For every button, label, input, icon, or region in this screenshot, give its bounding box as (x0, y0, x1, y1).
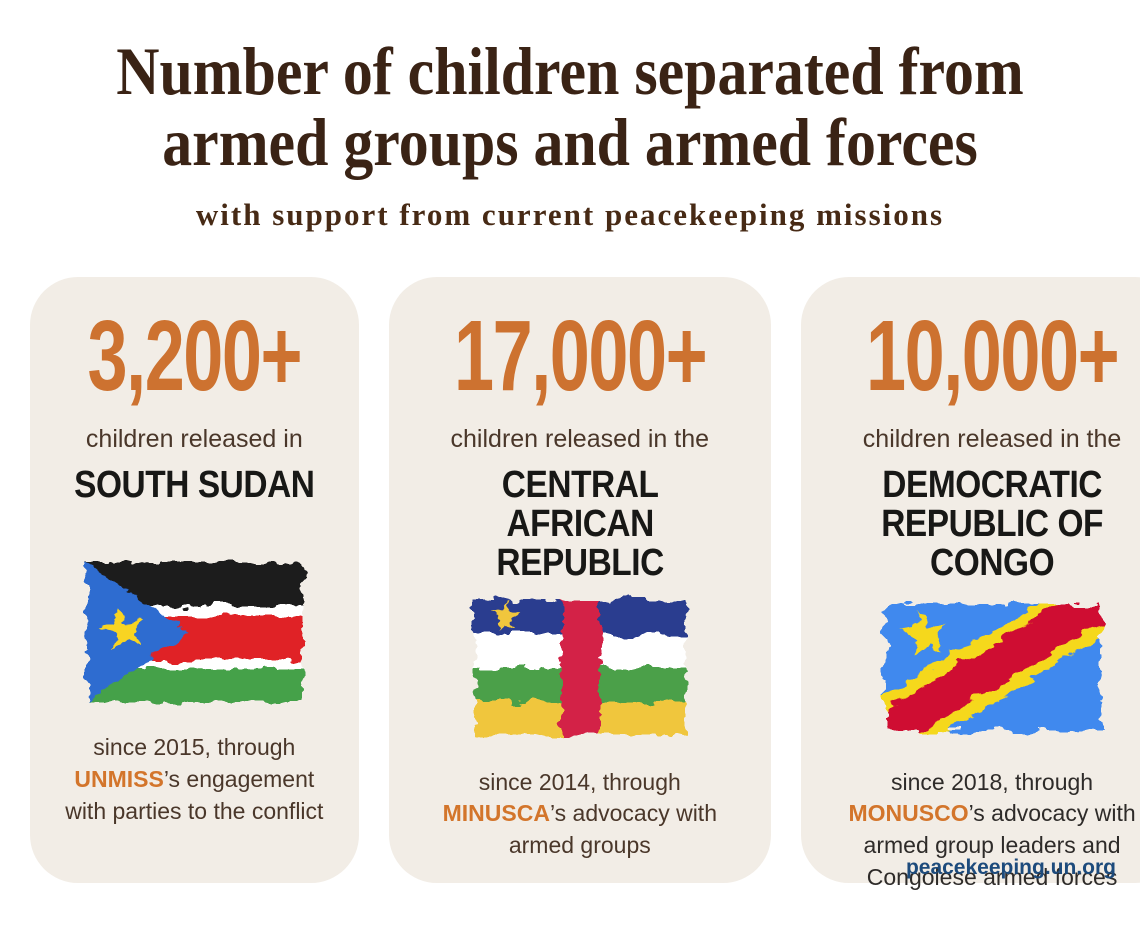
released-label: children released in the (862, 425, 1122, 454)
released-label: children released in the (450, 425, 710, 454)
detail-suffix: ’s advocacy with armed groups (508, 800, 717, 859)
mission-name: MINUSCA (442, 800, 550, 827)
mission-name: MONUSCO (848, 800, 969, 827)
south-sudan-flag (86, 563, 303, 703)
stat-number: 17,000+ (453, 300, 708, 413)
card-democratic-republic-of-congo: 10,000+ children released in the DEMOCRA… (800, 277, 1140, 890)
country-name: CENTRAL AFRICAN REPUBLIC (496, 464, 664, 584)
democratic-republic-of-congo-flag (884, 603, 1101, 731)
detail-prefix: since 2018, through (891, 768, 1094, 795)
card-south-sudan: 3,200+ children released in SOUTH SUDAN (30, 277, 359, 884)
detail-suffix: ’s advocacy with armed group leaders and… (863, 800, 1136, 890)
footer-link[interactable]: peacekeeping.un.org (905, 856, 1116, 879)
stat-number: 10,000+ (865, 300, 1120, 413)
mission-name: UNMISS (74, 766, 164, 793)
card-central-african-republic: 17,000+ children released in the CENTRAL… (388, 277, 771, 884)
flag-container (817, 587, 1140, 747)
detail-prefix: since 2015, through (93, 734, 296, 761)
card-detail: since 2018, through MONUSCO’s advocacy w… (817, 767, 1140, 894)
detail-prefix: since 2014, through (478, 768, 681, 795)
cards-row: 3,200+ children released in SOUTH SUDAN (0, 277, 1140, 890)
flag-container (46, 552, 343, 712)
stat-number: 3,200+ (87, 300, 303, 413)
header: Number of children separated from armed … (0, 0, 1140, 233)
released-label: children released in (85, 425, 303, 454)
card-detail: since 2015, through UNMISS’s engagement … (46, 732, 343, 827)
page-title-line1: Number of children separated from (116, 33, 1024, 109)
flag-container (405, 587, 755, 747)
page-title-line2: armed groups and armed forces (162, 103, 978, 180)
page-subtitle: with support from current peacekeeping m… (195, 197, 945, 233)
country-name: DEMOCRATIC REPUBLIC OF CONGO (881, 464, 1103, 584)
detail-suffix: ’s engagement with parties to the confli… (65, 766, 324, 824)
central-african-republic-flag (474, 599, 687, 736)
country-name: SOUTH SUDAN (74, 464, 315, 507)
card-detail: since 2014, through MINUSCA’s advocacy w… (405, 767, 755, 862)
